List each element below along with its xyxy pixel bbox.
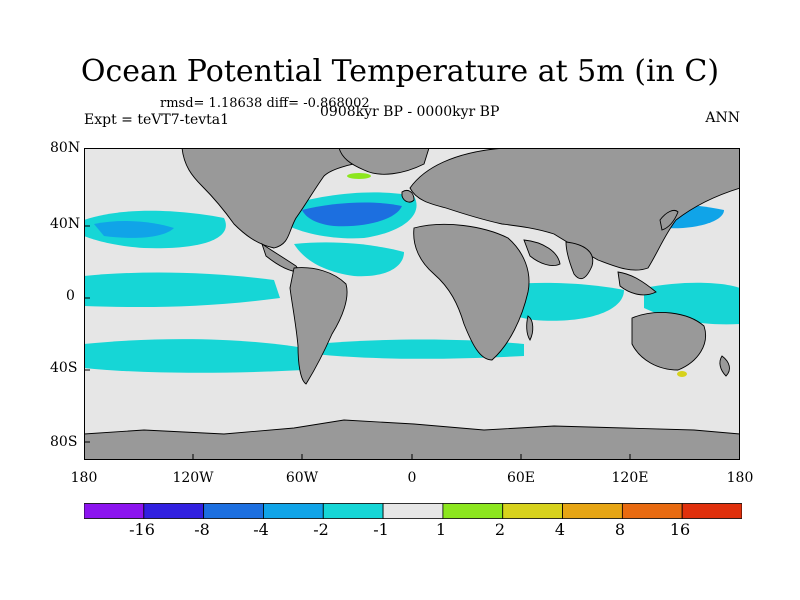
japan <box>659 209 679 231</box>
eurasia <box>409 148 740 271</box>
lat-tick-0: 0 <box>66 288 75 304</box>
north-america <box>181 148 385 249</box>
colorbar-swatch <box>681 503 742 519</box>
antarctica <box>84 419 740 460</box>
colorbar-swatch <box>442 503 504 519</box>
arabia <box>523 239 561 267</box>
colorbar-label: 8 <box>614 520 626 539</box>
colorbar-label: -1 <box>373 520 389 539</box>
lon-tick-0: 0 <box>407 470 417 486</box>
colorbar-swatch <box>203 503 264 519</box>
season-label: ANN <box>705 110 740 126</box>
stats-label: rmsd= 1.18638 diff= -0.868002 <box>160 96 370 111</box>
lat-tick-40s: 40S <box>50 360 78 376</box>
anomaly-patches <box>84 173 740 377</box>
lon-tick-180-right: 180 <box>726 470 754 486</box>
africa <box>413 223 530 361</box>
colorbar-label: 1 <box>435 520 447 539</box>
axis-ticks <box>84 148 631 460</box>
colorbar-label: 16 <box>669 520 691 539</box>
south-atlantic-anomaly <box>314 339 524 359</box>
colorbar-swatch <box>263 503 324 519</box>
madagascar <box>526 315 534 341</box>
colorbar-swatch <box>143 503 205 519</box>
new-zealand <box>719 355 730 377</box>
colorbar-swatch <box>621 503 683 519</box>
lat-tick-40n: 40N <box>50 216 81 232</box>
lat-tick-80s: 80S <box>50 434 78 450</box>
lon-tick-120e: 120E <box>611 470 649 486</box>
lon-tick-180-left: 180 <box>70 470 98 486</box>
colorbar-label: -16 <box>129 520 155 539</box>
indonesia <box>617 271 657 296</box>
colorbar <box>84 503 742 519</box>
lat-tick-80n: 80N <box>50 140 81 156</box>
south-pacific-anomaly <box>84 339 304 373</box>
experiment-label: Expt = teVT7-tevta1 <box>84 112 230 128</box>
colorbar-label: -4 <box>253 520 269 539</box>
colorbar-swatch <box>562 503 623 519</box>
map-panel <box>84 148 740 460</box>
period-label: 0908kyr BP - 0000kyr BP <box>320 104 500 120</box>
colorbar-label: -2 <box>313 520 329 539</box>
colorbar-swatch <box>84 503 145 519</box>
colorbar-swatch <box>382 503 444 519</box>
colorbar-label: -8 <box>194 520 210 539</box>
australia-warm-spot <box>677 371 687 377</box>
british-isles <box>401 189 415 203</box>
lon-tick-60w: 60W <box>285 470 319 486</box>
north-atlantic-core <box>302 202 402 227</box>
colorbar-label: 2 <box>494 520 506 539</box>
north-pacific-core <box>94 221 174 238</box>
india <box>565 241 594 280</box>
lon-tick-120w: 120W <box>172 470 214 486</box>
greenland-warm-spot <box>347 173 371 179</box>
landmasses <box>84 148 740 460</box>
australia <box>631 312 706 371</box>
plot-title: Ocean Potential Temperature at 5m (in C) <box>80 54 720 89</box>
colorbar-swatch <box>322 503 384 519</box>
tropical-pacific-anomaly <box>84 272 280 308</box>
colorbar-swatch <box>502 503 563 519</box>
lon-tick-60e: 60E <box>506 470 536 486</box>
tropical-atlantic-anomaly <box>294 242 404 277</box>
colorbar-label: 4 <box>554 520 566 539</box>
greenland <box>338 148 430 175</box>
south-america <box>289 267 348 385</box>
